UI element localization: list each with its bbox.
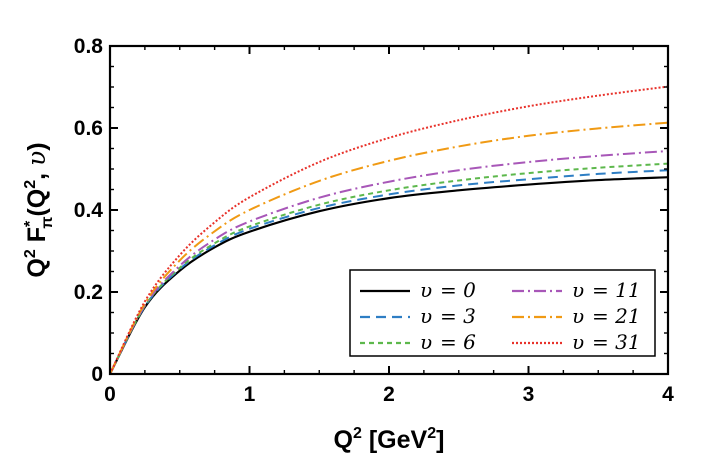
series-layer	[110, 85, 668, 374]
legend-frame	[349, 269, 656, 357]
x-tick-label: 3	[523, 383, 535, 406]
y-axis: 0 0.2 0.4 0.6 0.8	[74, 35, 668, 386]
legend-value: = 6	[440, 330, 476, 354]
legend-symbol: υ	[572, 330, 584, 354]
legend-value: = 0	[440, 278, 476, 302]
series-line-1	[110, 169, 668, 374]
series-line-5	[110, 85, 668, 374]
x-axis: 0 1 2 3 4	[104, 46, 674, 406]
legend-symbol: υ	[572, 278, 584, 302]
series-line-0	[110, 176, 668, 374]
legend: υ = 0 υ = 3 υ = 6 υ = 11 υ = 21 υ = 31	[349, 269, 656, 357]
y-axis-title: Q2 F*π(Q2, υ)	[22, 142, 56, 277]
legend-symbol: υ	[572, 304, 584, 328]
x-tick-label: 4	[662, 383, 674, 406]
legend-value: = 21	[592, 304, 641, 328]
y-tick-label: 0.2	[74, 281, 103, 304]
x-tick-label: 2	[383, 383, 395, 406]
series-line-4	[110, 121, 668, 374]
legend-symbol: υ	[420, 278, 432, 302]
series-line-3	[110, 149, 668, 374]
x-axis-title: Q2 [GeV2]	[334, 425, 445, 454]
legend-symbol: υ	[420, 330, 432, 354]
y-tick-label: 0.4	[74, 199, 104, 222]
y-tick-label: 0.6	[74, 117, 103, 140]
legend-value: = 11	[592, 278, 641, 302]
legend-value: = 3	[440, 304, 476, 328]
y-tick-label: 0.8	[74, 35, 104, 58]
y-tick-label: 0	[91, 363, 103, 386]
x-tick-label: 0	[104, 383, 116, 406]
x-tick-label: 1	[244, 383, 256, 406]
legend-symbol: υ	[420, 304, 432, 328]
legend-value: = 31	[592, 330, 641, 354]
